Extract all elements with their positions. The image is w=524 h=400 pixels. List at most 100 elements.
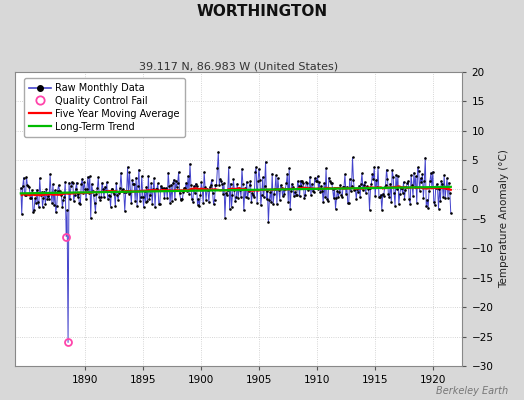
- Point: [50, 202, 58, 208]
- Point: [34, 199, 42, 205]
- Point: [173, 180, 182, 186]
- Point: [41, 201, 50, 207]
- Point: [378, 190, 387, 197]
- Point: [357, 180, 365, 187]
- Point: [401, 186, 410, 193]
- Point: [218, 181, 226, 187]
- Point: [413, 164, 422, 171]
- Point: [237, 194, 245, 200]
- Point: [102, 188, 110, 194]
- Point: [436, 198, 444, 204]
- Point: [98, 180, 106, 186]
- Point: [316, 189, 324, 196]
- Point: [345, 176, 354, 182]
- Point: [410, 170, 418, 176]
- Point: [57, 192, 66, 199]
- Point: [121, 208, 129, 214]
- Point: [374, 164, 382, 170]
- Point: [224, 186, 232, 193]
- Point: [118, 187, 126, 193]
- Point: [411, 184, 419, 190]
- Point: [59, 196, 68, 203]
- Point: [309, 188, 317, 195]
- Point: [442, 185, 450, 192]
- Point: [277, 182, 285, 188]
- Point: [47, 190, 55, 196]
- Point: [260, 182, 269, 189]
- Point: [373, 184, 381, 190]
- Point: [318, 187, 326, 194]
- Point: [400, 196, 409, 202]
- Point: [359, 182, 368, 188]
- Point: [96, 197, 104, 203]
- Point: [271, 185, 279, 192]
- Point: [29, 209, 37, 215]
- Point: [192, 183, 201, 189]
- Point: [296, 193, 304, 200]
- Point: [83, 185, 91, 192]
- Point: [299, 180, 308, 186]
- Point: [210, 197, 219, 203]
- Point: [231, 198, 239, 204]
- Point: [78, 176, 86, 182]
- Text: Berkeley Earth: Berkeley Earth: [436, 386, 508, 396]
- Point: [428, 184, 436, 190]
- Point: [195, 203, 204, 209]
- Point: [372, 177, 380, 183]
- Point: [242, 194, 250, 200]
- Point: [211, 182, 220, 189]
- Point: [434, 205, 443, 212]
- Point: [104, 196, 112, 202]
- Point: [118, 186, 127, 192]
- Point: [397, 185, 405, 192]
- Point: [26, 194, 35, 201]
- Point: [438, 181, 446, 187]
- Point: [202, 196, 210, 203]
- Point: [190, 183, 198, 189]
- Point: [347, 183, 356, 189]
- Point: [252, 164, 260, 170]
- Point: [23, 182, 31, 188]
- Point: [412, 173, 420, 180]
- Point: [215, 182, 223, 188]
- Point: [276, 196, 284, 203]
- Point: [122, 189, 130, 195]
- Point: [27, 194, 36, 201]
- Point: [294, 183, 303, 189]
- Point: [379, 193, 388, 199]
- Point: [69, 180, 77, 186]
- Point: [71, 192, 79, 199]
- Point: [444, 194, 452, 201]
- Point: [236, 187, 244, 193]
- Point: [75, 200, 84, 206]
- Point: [338, 194, 346, 200]
- Point: [54, 182, 63, 188]
- Point: [70, 198, 78, 204]
- Point: [383, 166, 391, 173]
- Point: [51, 187, 59, 194]
- Point: [305, 185, 313, 192]
- Point: [233, 180, 242, 187]
- Point: [239, 207, 248, 214]
- Point: [219, 190, 227, 197]
- Point: [213, 165, 222, 172]
- Point: [85, 173, 94, 180]
- Point: [163, 195, 171, 202]
- Point: [40, 188, 49, 195]
- Point: [125, 169, 134, 176]
- Point: [440, 172, 449, 178]
- Point: [364, 185, 372, 192]
- Point: [97, 194, 105, 200]
- Point: [417, 175, 425, 182]
- Point: [131, 198, 139, 204]
- Point: [291, 188, 299, 195]
- Point: [61, 179, 69, 185]
- Point: [323, 196, 331, 202]
- Point: [81, 185, 89, 192]
- Point: [42, 186, 50, 192]
- Point: [250, 194, 258, 200]
- Point: [431, 202, 439, 208]
- Point: [298, 178, 307, 184]
- Point: [222, 190, 230, 196]
- Point: [216, 176, 224, 182]
